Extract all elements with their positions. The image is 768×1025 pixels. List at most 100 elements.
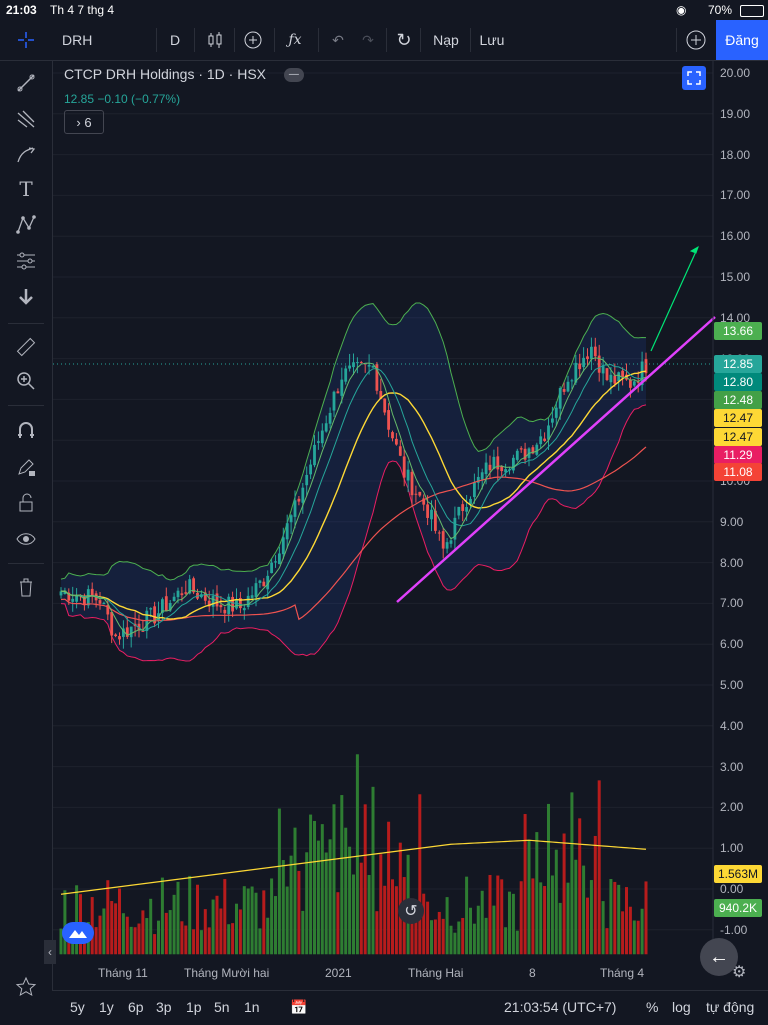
wifi-icon: ◉ — [676, 3, 687, 17]
range-3m[interactable]: 3p — [156, 999, 172, 1015]
indicators-fx-icon[interactable]: ƒx — [288, 32, 302, 48]
magnet-icon[interactable] — [10, 415, 42, 447]
volume-bar — [231, 923, 235, 955]
range-5y[interactable]: 5y — [70, 999, 85, 1015]
candle-body — [640, 361, 644, 386]
candle-body — [601, 365, 605, 374]
candle-body — [149, 608, 153, 610]
trash-icon[interactable] — [10, 571, 42, 603]
zoom-in-icon[interactable] — [10, 365, 42, 397]
candle-body — [129, 626, 133, 638]
clock-timezone[interactable]: 21:03:54 (UTC+7) — [504, 999, 617, 1015]
price-axis-label: 6.00 — [720, 637, 744, 652]
percent-toggle[interactable]: % — [646, 999, 659, 1015]
range-1y[interactable]: 1y — [99, 999, 114, 1015]
candle-body — [313, 444, 316, 466]
volume-bar — [457, 921, 461, 955]
brush-icon[interactable] — [10, 139, 42, 171]
volume-bar — [426, 901, 430, 955]
tradingview-logo[interactable] — [62, 922, 94, 944]
collapse-legend-icon[interactable]: — — [283, 68, 304, 83]
price-chart[interactable] — [53, 61, 765, 991]
refresh-icon[interactable]: ↻ — [396, 29, 412, 50]
volume-bar — [352, 874, 355, 955]
refresh-button[interactable]: Nạp — [433, 32, 459, 48]
volume-bar — [297, 870, 301, 955]
save-button[interactable]: Lưu — [479, 32, 505, 48]
arrow-down-icon[interactable] — [10, 281, 42, 313]
candle-body — [402, 456, 406, 478]
volume-bar — [363, 804, 367, 955]
favorites-star-icon[interactable] — [10, 971, 42, 1003]
candle-body — [172, 596, 176, 601]
price-tag: 13.66 — [714, 322, 762, 340]
prediction-icon[interactable] — [10, 245, 42, 277]
price-axis-label: 15.00 — [720, 270, 751, 284]
scroll-to-latest-icon[interactable]: ← — [700, 938, 738, 976]
volume-bar — [410, 904, 414, 955]
volume-bar — [133, 927, 137, 955]
volume-bar — [625, 887, 628, 955]
range-1d[interactable]: 1n — [244, 999, 260, 1015]
volume-bar — [636, 920, 640, 955]
redo-icon[interactable]: ↷ — [362, 31, 374, 48]
settings-gear-icon[interactable]: ⚙ — [732, 964, 747, 981]
volume-bar — [578, 818, 582, 955]
candle-body — [410, 471, 414, 496]
fib-tool-icon[interactable] — [10, 103, 42, 135]
candle-body — [281, 537, 285, 555]
range-5d[interactable]: 5n — [214, 999, 230, 1015]
trend-line-icon[interactable] — [10, 67, 42, 99]
undo-icon[interactable]: ↶ — [332, 31, 344, 48]
publish-button[interactable]: Đăng — [716, 20, 768, 60]
candle-body — [320, 430, 324, 444]
compare-plus-icon[interactable] — [238, 20, 268, 60]
price-axis-label: 8.00 — [720, 555, 744, 570]
eye-icon[interactable] — [10, 523, 42, 555]
price-change: 12.85 −0.10 (−0.77%) — [64, 92, 181, 106]
crosshair-icon[interactable] — [0, 20, 52, 60]
candle-body — [476, 476, 480, 483]
volume-bar — [332, 804, 336, 955]
go-to-date-icon[interactable]: 📅 — [290, 999, 308, 1015]
candle-body — [422, 498, 426, 505]
range-6m[interactable]: 6p — [128, 999, 144, 1015]
volume-bar — [340, 795, 344, 955]
ruler-icon[interactable] — [10, 331, 42, 363]
volume-bar — [453, 932, 457, 955]
unlock-icon[interactable] — [10, 487, 42, 519]
volume-bar — [277, 808, 281, 955]
reset-chart-icon[interactable]: ↺ — [398, 898, 424, 924]
volume-bar — [242, 886, 246, 955]
volume-bar — [203, 909, 207, 955]
candle-body — [578, 363, 582, 370]
time-axis-label: Tháng Mười hai — [184, 966, 270, 980]
text-tool-icon[interactable]: T — [19, 177, 33, 201]
auto-scale-toggle[interactable]: tự động — [706, 999, 755, 1015]
lock-drawing-pencil-icon[interactable] — [10, 451, 42, 483]
candle-body — [98, 600, 102, 604]
candle-body — [586, 356, 589, 360]
volume-bar — [371, 786, 375, 955]
candle-body — [305, 474, 309, 486]
add-plus-icon[interactable] — [682, 20, 710, 60]
pattern-icon[interactable] — [10, 209, 42, 241]
candle-body — [406, 469, 410, 481]
volume-bar — [582, 865, 586, 955]
chart-type-candles-icon[interactable] — [200, 20, 230, 60]
volume-bar — [461, 917, 465, 955]
indicators-toggle[interactable]: › 6 — [64, 110, 104, 134]
fullscreen-icon[interactable] — [682, 66, 706, 90]
price-tag: 12.85 — [714, 355, 762, 373]
symbol-search[interactable]: DRH — [62, 32, 93, 48]
candle-body — [554, 407, 558, 418]
range-1m[interactable]: 1p — [186, 999, 202, 1015]
candle-body — [141, 630, 145, 632]
volume-bar — [235, 903, 238, 955]
volume-bar — [199, 930, 203, 955]
log-toggle[interactable]: log — [672, 999, 691, 1015]
battery-percent: 70% — [708, 3, 733, 17]
ios-status-bar: 21:03 Th 4 7 thg 4 ◉ 70% — [0, 0, 768, 20]
collapse-toolbar-icon[interactable]: ‹ — [44, 940, 56, 964]
interval-button[interactable]: D — [169, 32, 181, 48]
